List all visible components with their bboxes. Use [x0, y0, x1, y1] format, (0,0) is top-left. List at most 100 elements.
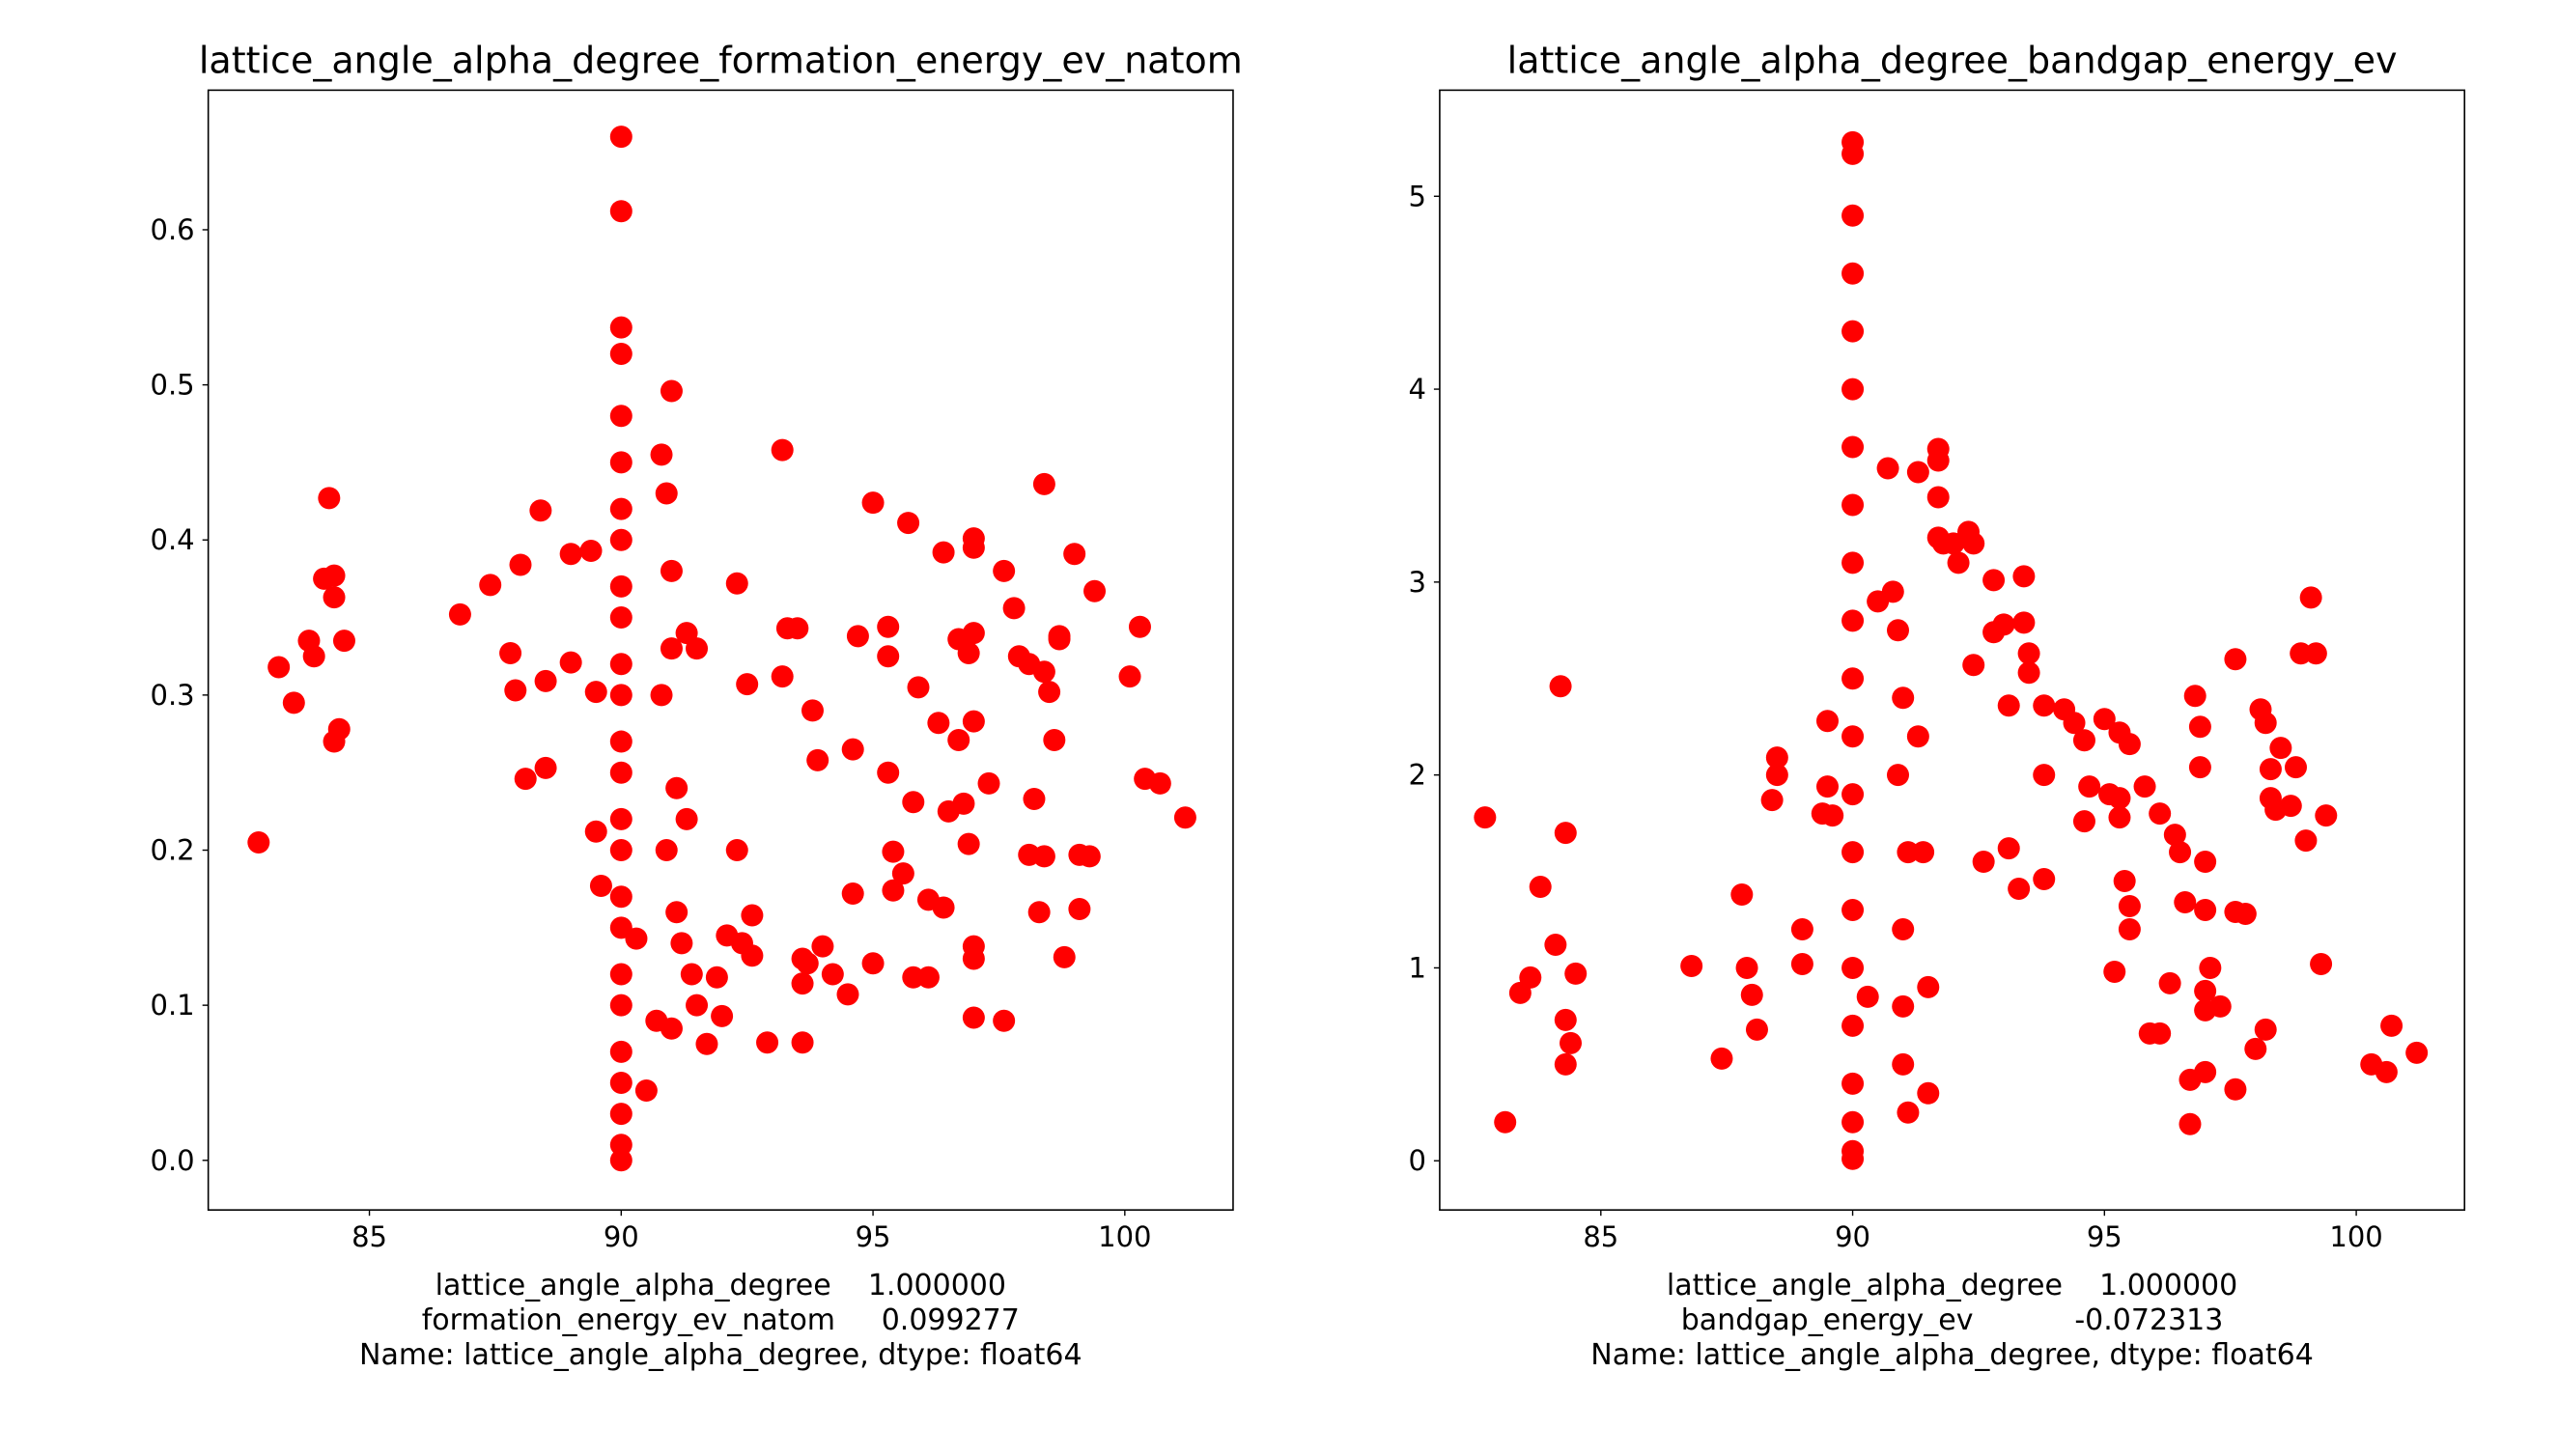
- x-tick-label: 85: [351, 1220, 387, 1253]
- point: [584, 820, 607, 843]
- point: [1053, 945, 1076, 968]
- point: [891, 862, 914, 885]
- point: [1841, 956, 1865, 979]
- point: [2169, 841, 2192, 864]
- point: [609, 994, 632, 1017]
- axes-frame: [1439, 89, 2466, 1211]
- point: [796, 952, 819, 975]
- point: [1118, 665, 1141, 688]
- point: [1906, 461, 1929, 484]
- point: [1841, 493, 1865, 517]
- x-axis-label: bandgap_energy_ev -0.072313: [1681, 1303, 2224, 1337]
- point: [1892, 917, 1915, 940]
- point: [1043, 728, 1066, 751]
- point: [902, 791, 925, 814]
- point: [2299, 586, 2322, 609]
- point: [877, 645, 900, 668]
- point: [791, 972, 814, 995]
- y-tick-label: 4: [1408, 373, 1425, 406]
- point: [670, 932, 693, 955]
- x-axis-label: lattice_angle_alpha_degree 1.000000: [1667, 1269, 2237, 1302]
- point: [1886, 764, 1909, 787]
- point: [1892, 686, 1915, 710]
- point: [962, 622, 985, 645]
- point: [559, 543, 582, 566]
- point: [2118, 895, 2141, 918]
- point: [609, 1040, 632, 1063]
- point: [247, 830, 270, 854]
- point: [1544, 933, 1567, 956]
- point: [741, 904, 764, 927]
- point: [609, 497, 632, 520]
- point: [675, 807, 698, 830]
- y-tick-label: 0.5: [151, 369, 195, 402]
- point: [1078, 845, 1101, 868]
- point: [1962, 532, 1985, 555]
- point: [609, 963, 632, 986]
- point: [609, 126, 632, 149]
- point: [882, 879, 905, 902]
- point: [1897, 1101, 1920, 1124]
- point: [655, 482, 678, 505]
- point: [529, 499, 552, 522]
- point: [1997, 694, 2020, 717]
- point: [2284, 756, 2307, 779]
- y-tick-label: 0.4: [151, 523, 195, 556]
- point: [1815, 710, 1839, 733]
- point: [1063, 543, 1086, 566]
- y-tick-label: 0.0: [151, 1144, 195, 1177]
- point: [1841, 551, 1865, 574]
- chart-title: lattice_angle_alpha_degree_bandgap_energ…: [1507, 39, 2398, 81]
- point: [1962, 654, 1985, 677]
- point: [957, 832, 980, 855]
- point: [1032, 472, 1055, 495]
- point: [609, 451, 632, 474]
- point: [2310, 952, 2333, 975]
- point: [952, 792, 975, 815]
- x-tick-label: 85: [1583, 1220, 1618, 1253]
- point: [509, 553, 532, 576]
- point: [2315, 804, 2338, 827]
- point: [2072, 810, 2095, 833]
- point: [927, 712, 950, 735]
- point: [957, 642, 980, 665]
- point: [2017, 642, 2040, 665]
- point: [665, 901, 689, 924]
- point: [1892, 994, 1915, 1018]
- point: [1821, 804, 1844, 827]
- point: [2093, 708, 2116, 731]
- point: [2224, 1078, 2247, 1101]
- point: [1068, 898, 1091, 921]
- point: [2149, 802, 2172, 826]
- point: [1906, 725, 1929, 748]
- point: [2174, 891, 2197, 914]
- point: [609, 606, 632, 630]
- point: [841, 882, 864, 905]
- point: [1032, 845, 1055, 868]
- point: [1841, 667, 1865, 690]
- x-tick-label: 90: [604, 1220, 639, 1253]
- point: [2108, 787, 2131, 810]
- point: [1735, 956, 1758, 979]
- point: [2078, 775, 2101, 798]
- chart-title: lattice_angle_alpha_degree_formation_ene…: [199, 39, 1243, 81]
- point: [962, 710, 985, 733]
- point: [680, 963, 703, 986]
- point: [2254, 712, 2277, 735]
- point: [2259, 758, 2282, 781]
- point: [1876, 457, 1899, 480]
- y-tick-label: 0.6: [151, 213, 195, 246]
- x-axis-label: lattice_angle_alpha_degree 1.000000: [436, 1269, 1006, 1302]
- point: [1494, 1110, 1517, 1134]
- point: [1917, 975, 1940, 998]
- point: [318, 487, 341, 510]
- point: [609, 839, 632, 862]
- point: [1023, 787, 1046, 810]
- point: [725, 839, 748, 862]
- point: [2188, 715, 2211, 739]
- point: [756, 1031, 779, 1054]
- point: [1564, 962, 1588, 985]
- point: [2118, 733, 2141, 756]
- point: [282, 691, 305, 714]
